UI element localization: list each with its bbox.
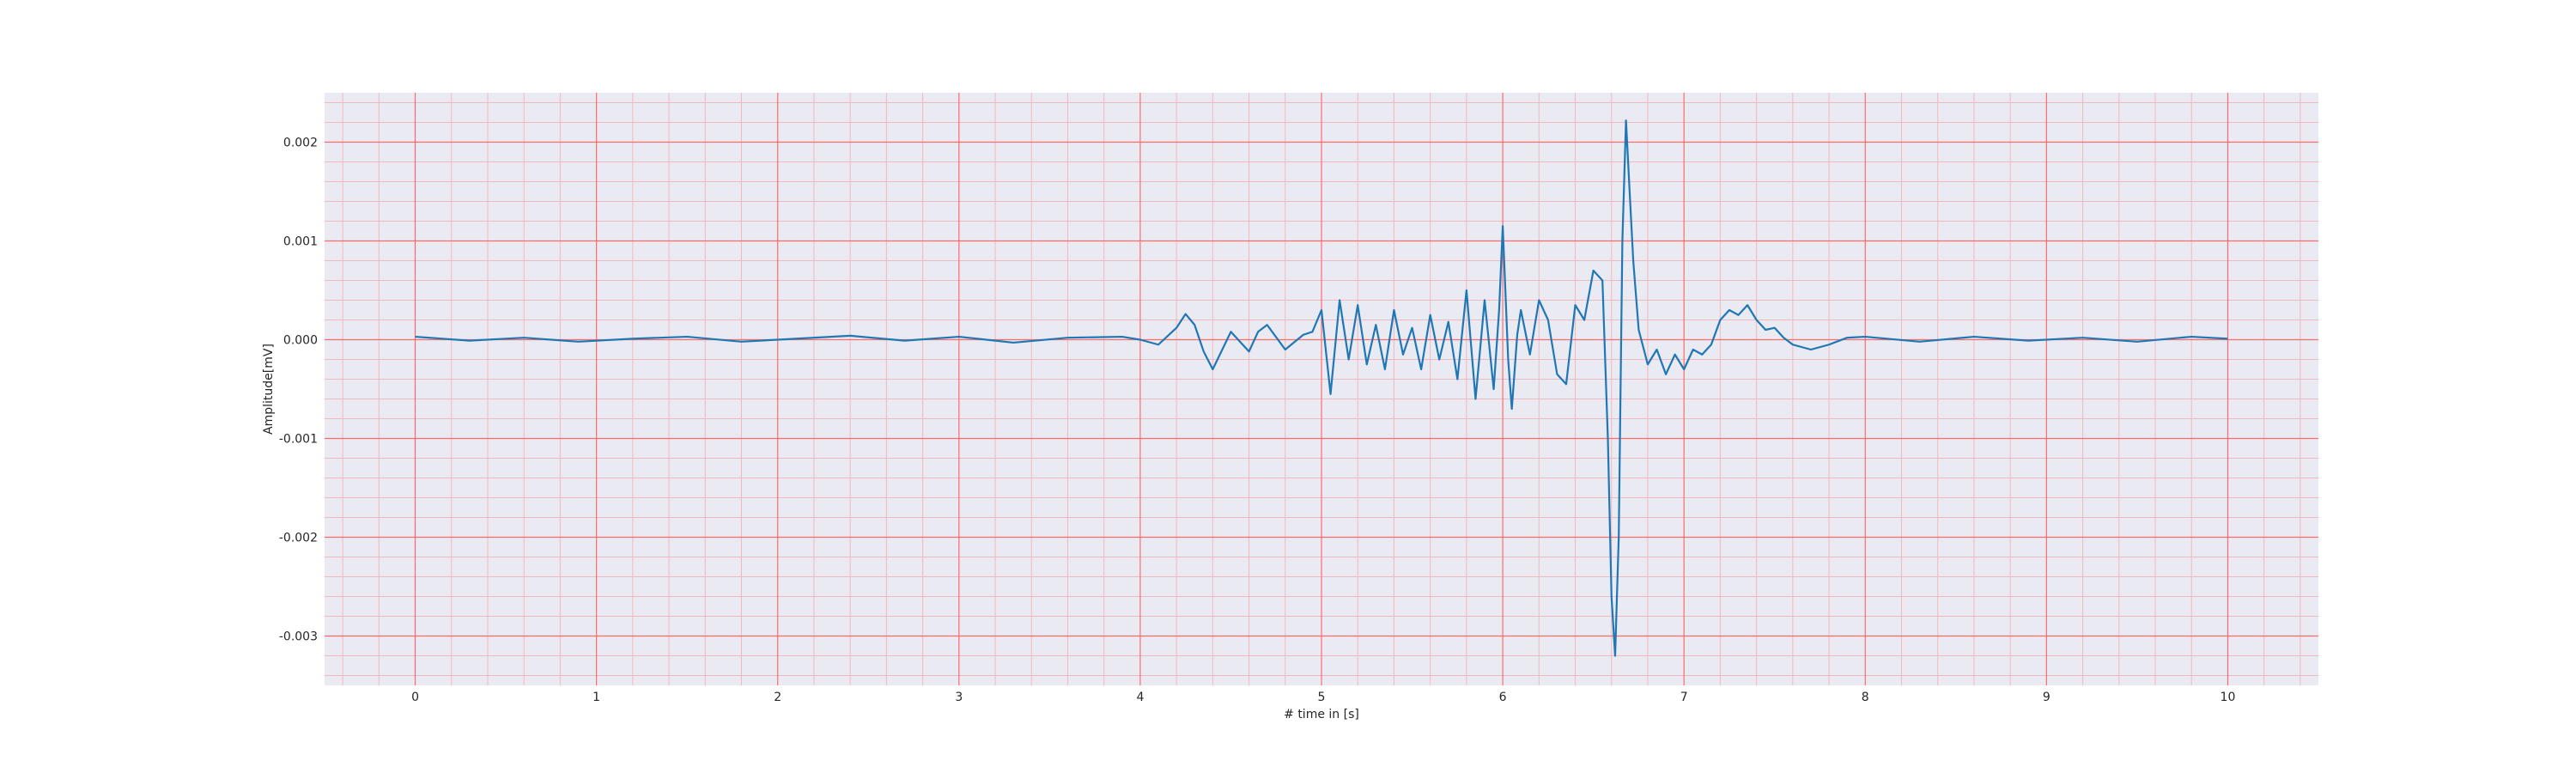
x-tick-label: 0 — [411, 691, 419, 704]
x-tick-label: 6 — [1499, 691, 1507, 704]
x-tick-label: 7 — [1680, 691, 1688, 704]
x-tick-label: 5 — [1318, 691, 1326, 704]
x-tick-label: 4 — [1136, 691, 1144, 704]
x-tick-label: 1 — [592, 691, 600, 704]
major-grid — [325, 93, 2318, 685]
x-tick-label: 9 — [2043, 691, 2050, 704]
y-tick-label: 0.000 — [283, 334, 318, 348]
x-tick-label: 3 — [955, 691, 963, 704]
y-axis-label: Amplitude[mV] — [262, 344, 276, 435]
signal-line — [415, 119, 2228, 657]
y-tick-label: -0.002 — [279, 532, 318, 545]
y-tick-labels: -0.003 -0.002 -0.001 0.000 0.001 0.002 — [279, 137, 318, 644]
x-tick-label: 8 — [1862, 691, 1869, 704]
y-tick-label: 0.002 — [283, 137, 318, 150]
x-axis-label: # time in [s] — [1284, 708, 1359, 721]
y-tick-label: -0.003 — [279, 630, 318, 644]
x-tick-label: 10 — [2221, 691, 2236, 704]
x-tick-labels: 0 1 2 3 4 5 6 7 8 9 10 — [411, 691, 2235, 704]
y-tick-label: 0.001 — [283, 235, 318, 249]
x-tick-label: 2 — [774, 691, 781, 704]
y-tick-label: -0.001 — [279, 433, 318, 447]
